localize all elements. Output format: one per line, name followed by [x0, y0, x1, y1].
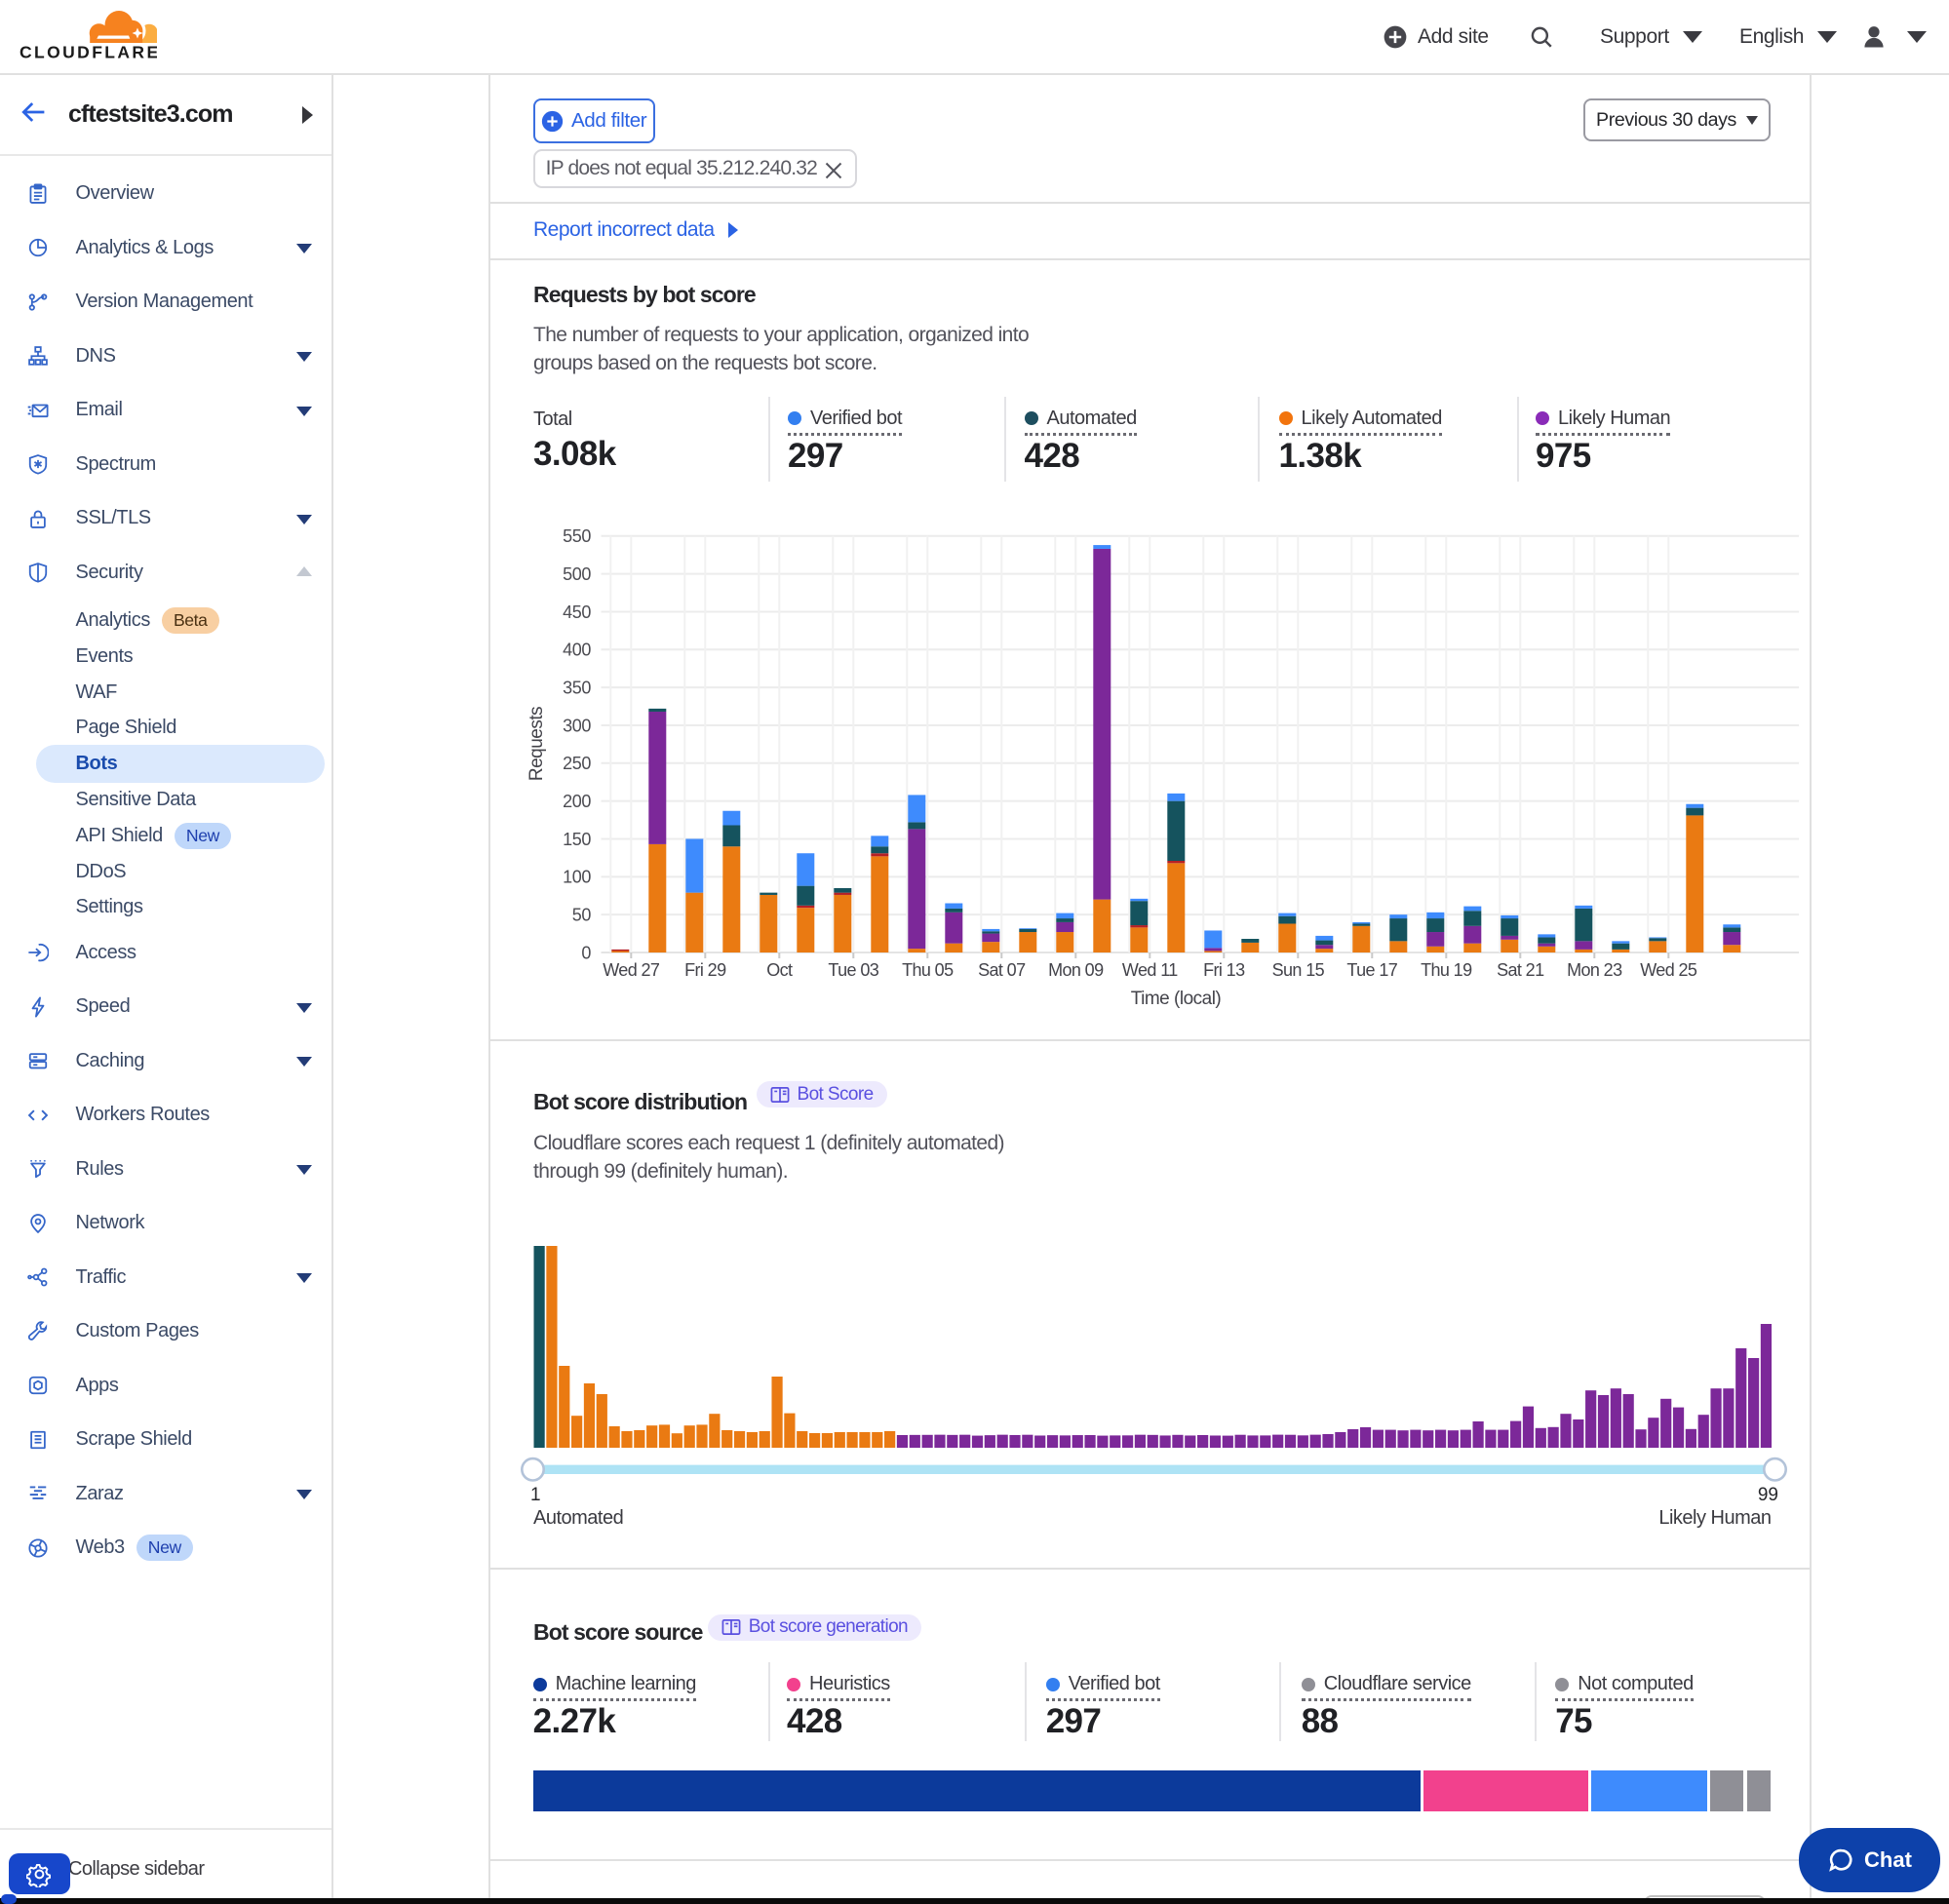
- svg-text:350: 350: [563, 679, 591, 698]
- svg-text:99: 99: [1757, 1485, 1777, 1505]
- svg-text:400: 400: [563, 641, 591, 660]
- svg-text:450: 450: [563, 602, 591, 622]
- svg-text:Sat 21: Sat 21: [1497, 960, 1544, 980]
- svg-text:Tue 17: Tue 17: [1346, 960, 1397, 980]
- svg-text:250: 250: [563, 754, 591, 773]
- svg-text:1: 1: [530, 1485, 541, 1505]
- svg-text:Fri 13: Fri 13: [1203, 960, 1245, 980]
- svg-text:Mon 23: Mon 23: [1567, 960, 1622, 980]
- svg-text:Sat 07: Sat 07: [978, 960, 1026, 980]
- svg-text:200: 200: [563, 792, 591, 811]
- svg-text:150: 150: [563, 830, 591, 849]
- svg-text:Tue 03: Tue 03: [828, 960, 878, 980]
- svg-text:100: 100: [563, 868, 591, 887]
- svg-text:500: 500: [563, 564, 591, 584]
- svg-text:550: 550: [563, 526, 591, 546]
- svg-text:Wed 25: Wed 25: [1640, 960, 1697, 980]
- svg-text:300: 300: [563, 716, 591, 735]
- svg-text:Wed 11: Wed 11: [1121, 960, 1177, 980]
- svg-text:Requests: Requests: [526, 707, 547, 781]
- svg-text:Oct: Oct: [766, 960, 793, 980]
- svg-text:Wed 27: Wed 27: [603, 960, 660, 980]
- svg-text:Sun 15: Sun 15: [1271, 960, 1324, 980]
- svg-text:Thu 05: Thu 05: [902, 960, 954, 980]
- svg-text:CLOUDFLARE: CLOUDFLARE: [19, 43, 157, 62]
- svg-text:Time (local): Time (local): [1130, 989, 1221, 1009]
- svg-text:Thu 19: Thu 19: [1421, 960, 1472, 980]
- svg-text:50: 50: [571, 906, 591, 925]
- svg-text:Fri 29: Fri 29: [684, 960, 726, 980]
- svg-text:0: 0: [581, 943, 591, 962]
- svg-text:Mon 09: Mon 09: [1048, 960, 1104, 980]
